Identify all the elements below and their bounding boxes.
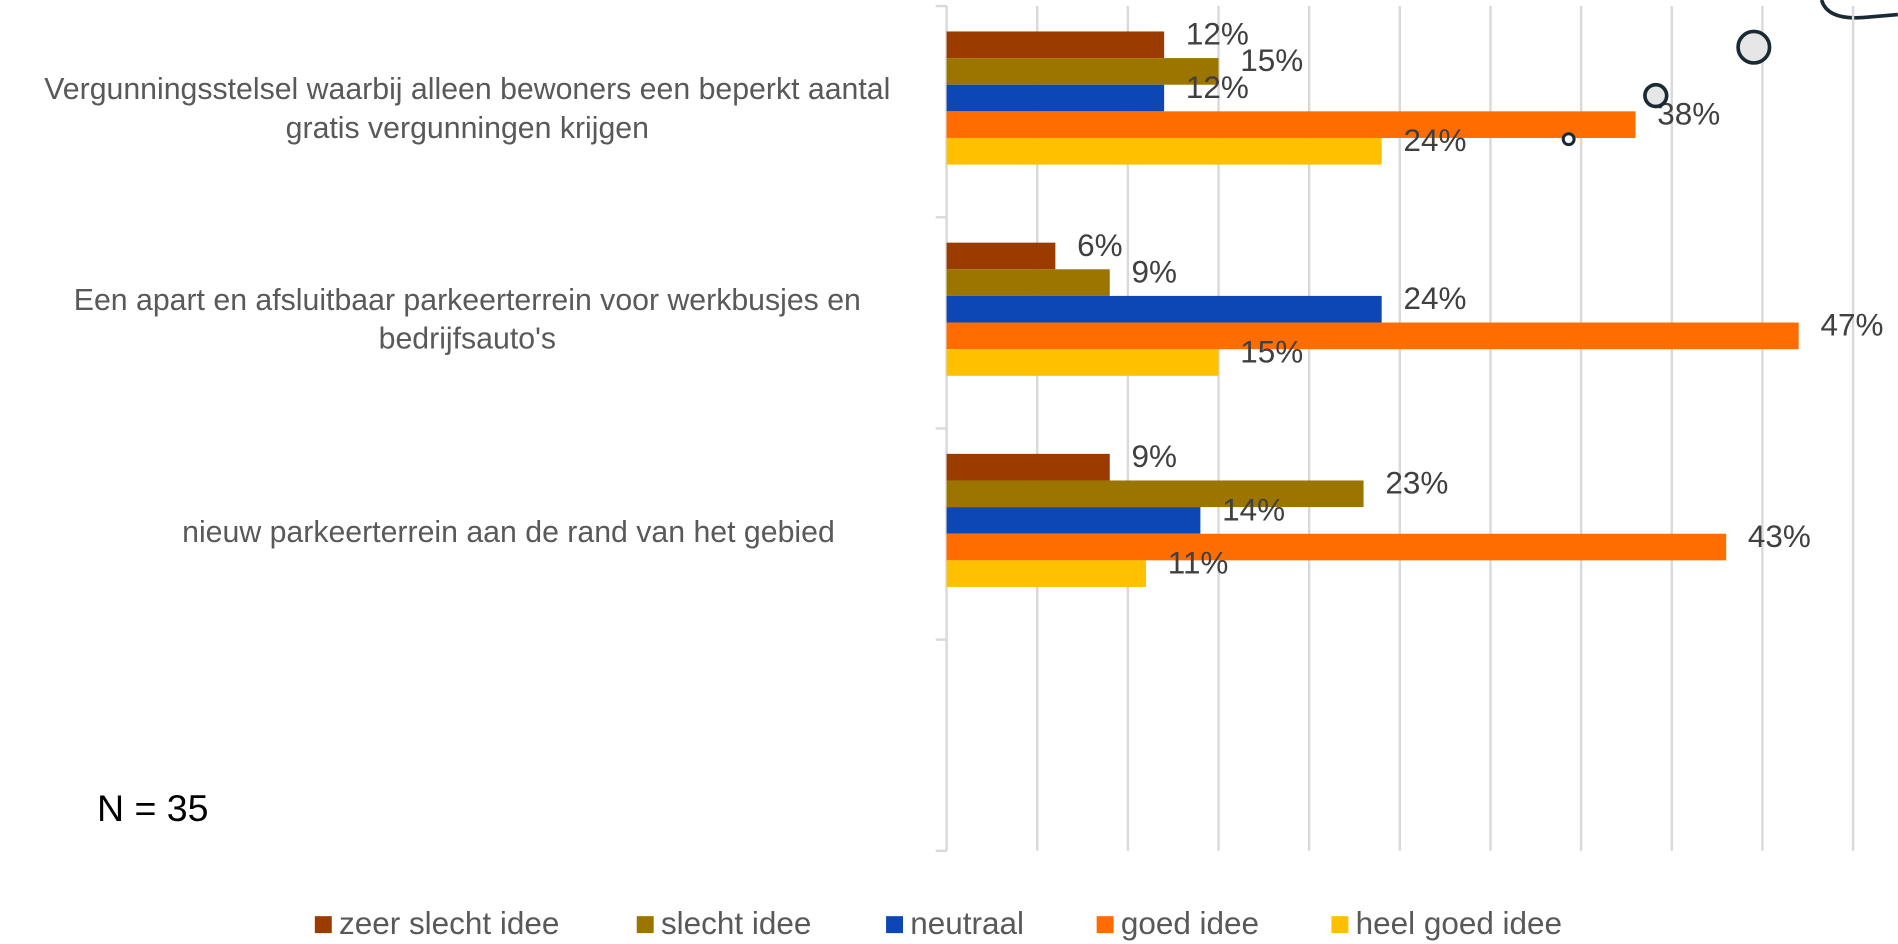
- legend-swatch: [886, 916, 904, 934]
- legend-swatch: [314, 916, 332, 934]
- bar: [946, 480, 1364, 508]
- legend-label: neutraal: [910, 906, 1024, 941]
- bar: [946, 533, 1727, 561]
- data-label: 38%: [1657, 96, 1720, 131]
- legend-label: slecht idee: [661, 906, 811, 941]
- bar: [946, 560, 1147, 587]
- bar: [946, 84, 1165, 112]
- bar: [946, 269, 1110, 296]
- annotation: N = 35: [97, 787, 209, 829]
- data-label: 15%: [1240, 334, 1303, 369]
- legend-swatch: [1331, 916, 1349, 934]
- bubble-dot: [1643, 82, 1669, 109]
- bar: [946, 111, 1636, 138]
- legend-swatch: [1096, 916, 1114, 934]
- legend-label: zeer slecht idee: [339, 906, 559, 941]
- bubble-dot: [1736, 29, 1772, 65]
- data-label: 15%: [1240, 43, 1303, 78]
- data-label: 43%: [1748, 519, 1811, 554]
- bar: [946, 349, 1219, 376]
- bubble-dot: [1561, 132, 1576, 147]
- legend-label: goed idee: [1121, 906, 1259, 941]
- data-label: 9%: [1132, 439, 1177, 474]
- category-label-box: Een apart en afsluitbaar parkeerterrein …: [73, 283, 861, 356]
- legend-label: heel goed idee: [1356, 906, 1562, 941]
- bubble-edge: [1819, 0, 1898, 20]
- category-label: nieuw parkeerterrein aan de rand van het…: [182, 515, 835, 550]
- bar: [946, 31, 1165, 59]
- bar: [946, 322, 1799, 350]
- data-label: 6%: [1077, 228, 1122, 263]
- bar: [946, 453, 1110, 481]
- data-label: 24%: [1403, 281, 1466, 316]
- bar: [946, 58, 1219, 85]
- data-label: 14%: [1222, 492, 1285, 527]
- data-label: 24%: [1403, 123, 1466, 158]
- category-label-box: Vergunningsstelsel waarbij alleen bewone…: [44, 72, 891, 146]
- data-label: 12%: [1186, 17, 1249, 52]
- category-label-box: nieuw parkeerterrein aan de rand van het…: [182, 515, 835, 550]
- bar: [946, 242, 1056, 270]
- data-label: 11%: [1168, 546, 1229, 581]
- data-label: 9%: [1132, 254, 1177, 289]
- data-label: 23%: [1385, 466, 1448, 501]
- category-label: Een apart en afsluitbaar parkeerterrein …: [73, 283, 861, 356]
- bar: [946, 507, 1201, 534]
- bar: [946, 295, 1382, 323]
- data-label: 12%: [1186, 70, 1249, 105]
- legend-swatch: [636, 916, 654, 934]
- category-label: Vergunningsstelsel waarbij alleen bewone…: [44, 72, 891, 146]
- data-label: 47%: [1820, 308, 1883, 343]
- bar: [946, 137, 1382, 165]
